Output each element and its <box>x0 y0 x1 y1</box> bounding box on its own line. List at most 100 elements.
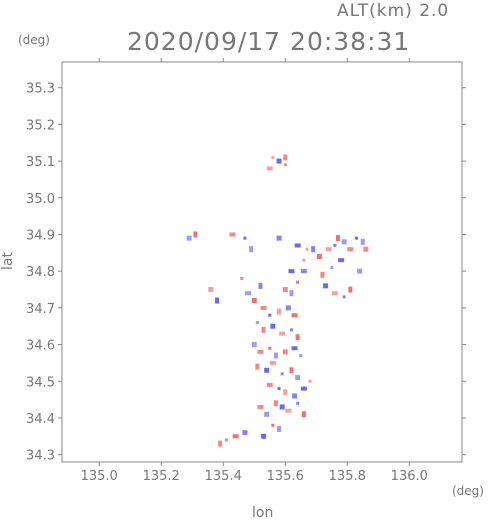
data-point <box>283 287 288 292</box>
data-point <box>320 272 324 278</box>
data-point <box>292 313 298 317</box>
data-point <box>302 411 306 417</box>
data-point <box>323 283 328 288</box>
data-point <box>283 349 288 354</box>
data-point <box>257 350 263 354</box>
data-point <box>208 287 213 292</box>
data-point <box>264 412 269 417</box>
data-point <box>338 258 344 262</box>
data-point <box>283 389 287 395</box>
y-tick-label: 34.4 <box>26 412 55 427</box>
x-tick-label: 135.6 <box>267 469 304 484</box>
data-point <box>256 321 259 324</box>
data-point <box>290 328 293 331</box>
data-point <box>252 342 257 347</box>
y-tick-label: 35.3 <box>26 82 55 97</box>
data-point <box>296 334 300 340</box>
data-point <box>274 353 278 359</box>
data-point <box>286 305 291 310</box>
data-point <box>240 277 243 280</box>
data-point <box>270 361 276 365</box>
data-point <box>230 232 236 236</box>
data-point <box>302 259 305 262</box>
data-point <box>270 324 275 329</box>
data-point <box>295 243 301 247</box>
y-tick-label: 34.8 <box>26 265 55 280</box>
data-point <box>299 354 302 357</box>
data-point <box>301 269 307 273</box>
y-tick-label: 34.6 <box>26 339 55 354</box>
x-tick-label: 135.8 <box>329 469 366 484</box>
data-point <box>336 235 340 241</box>
data-point <box>283 154 287 160</box>
x-tick-label: 135.4 <box>205 469 242 484</box>
data-point <box>285 409 291 413</box>
x-tick-label: 135.0 <box>81 469 118 484</box>
data-point <box>261 306 267 310</box>
data-point <box>252 298 257 303</box>
data-point <box>271 424 274 427</box>
data-point <box>271 156 274 159</box>
data-point <box>301 387 307 391</box>
y-tick-label: 34.5 <box>26 375 55 390</box>
data-point <box>326 247 332 251</box>
data-point <box>355 237 358 240</box>
data-point <box>243 237 246 240</box>
data-point <box>305 248 308 251</box>
data-point <box>347 247 353 251</box>
data-point <box>361 239 365 245</box>
data-point <box>279 332 285 336</box>
data-point <box>267 166 273 170</box>
data-point <box>363 247 368 252</box>
y-tick-label: 34.9 <box>26 228 55 243</box>
data-point <box>258 283 262 289</box>
y-tick-label: 34.3 <box>26 449 55 464</box>
y-tick-label: 35.1 <box>26 155 55 170</box>
data-point <box>289 290 293 296</box>
data-point <box>257 405 263 409</box>
data-point <box>330 266 333 269</box>
data-point <box>342 239 347 244</box>
y-tick-label: 35.0 <box>26 192 55 207</box>
plot-frame <box>62 62 462 462</box>
data-point <box>309 380 312 383</box>
data-point <box>193 231 197 237</box>
data-point <box>268 314 271 317</box>
data-point <box>289 367 293 373</box>
data-point <box>255 364 259 370</box>
x-tick-label: 136.0 <box>391 469 428 484</box>
data-point <box>277 236 282 241</box>
data-point <box>215 298 219 304</box>
data-point <box>333 244 336 247</box>
data-point <box>245 291 251 295</box>
data-point <box>317 254 322 259</box>
data-point <box>242 430 247 435</box>
data-point <box>311 246 315 252</box>
data-point <box>288 269 294 273</box>
data-point <box>249 246 253 252</box>
data-point <box>281 372 284 375</box>
y-tick-label: 35.2 <box>26 118 55 133</box>
data-point <box>357 269 362 274</box>
data-point <box>332 291 338 295</box>
data-point <box>261 434 266 439</box>
data-point <box>295 375 300 380</box>
data-point <box>280 404 285 409</box>
data-point <box>218 441 222 447</box>
data-point <box>268 347 271 350</box>
data-point <box>225 438 228 441</box>
data-point <box>278 387 281 390</box>
data-point <box>348 287 352 293</box>
data-point <box>296 281 299 284</box>
data-point <box>277 309 281 315</box>
data-point <box>274 400 278 406</box>
data-point <box>284 163 287 166</box>
data-point <box>233 434 239 438</box>
x-tick-label: 135.2 <box>143 469 180 484</box>
y-tick-label: 34.7 <box>26 302 55 317</box>
data-point <box>262 327 266 333</box>
data-point <box>267 383 273 387</box>
data-point <box>292 346 298 350</box>
data-point <box>277 159 282 164</box>
